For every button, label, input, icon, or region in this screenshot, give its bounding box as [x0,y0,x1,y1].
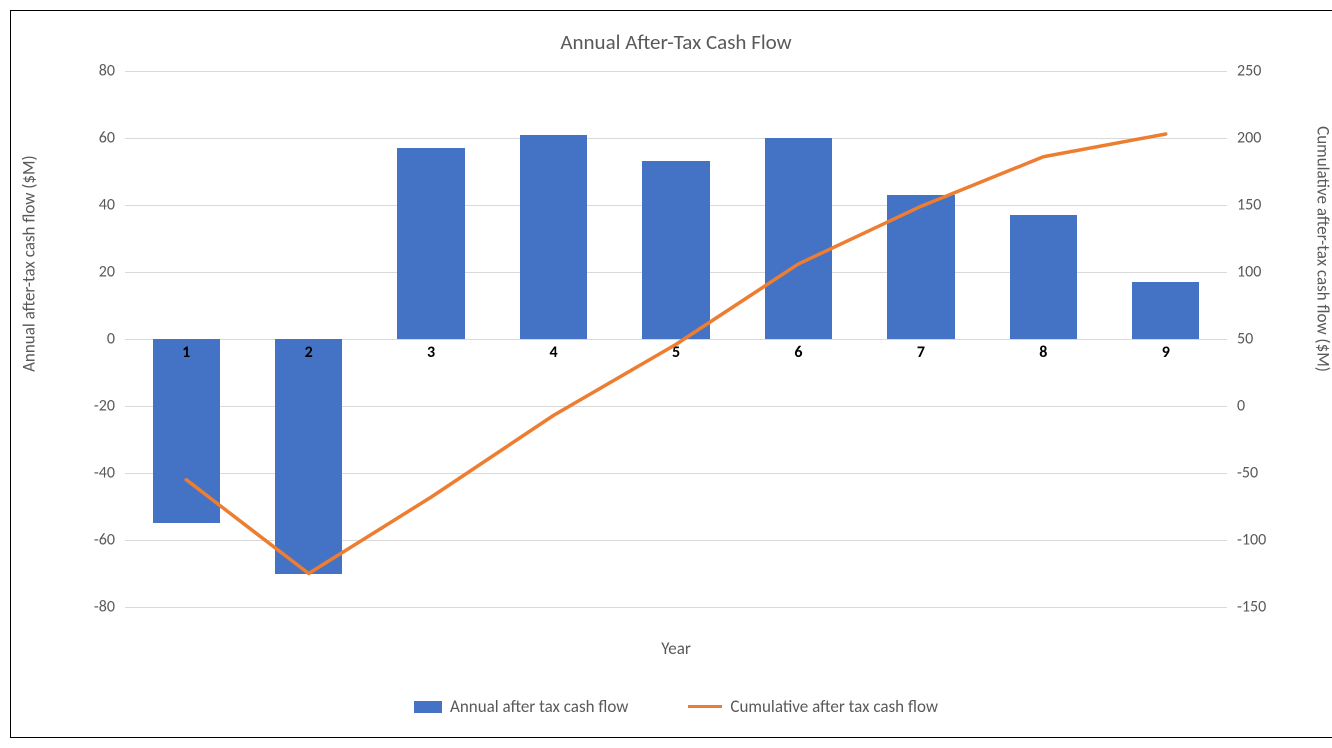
y-right-tick-label: 100 [1227,263,1261,282]
legend-item-line: Cumulative after tax cash flow [688,696,938,717]
y-axis-right-label: Cumulative after-tax cash flow ($M) [1313,126,1332,372]
y-right-tick-label: 250 [1227,62,1261,81]
line-series [125,71,1227,607]
y-left-tick-label: -40 [94,464,125,483]
legend-line-label: Cumulative after tax cash flow [730,696,938,717]
y-left-tick-label: 40 [99,196,125,215]
chart-title: Annual After-Tax Cash Flow [11,29,1332,55]
y-axis-left-label: Annual after-tax cash flow ($M) [19,155,40,372]
legend-bar-label: Annual after tax cash flow [450,696,628,717]
plot-area: -80-60-40-20020406080-150-100-5005010015… [125,71,1227,607]
y-left-tick-label: -80 [94,598,125,617]
y-left-tick-label: -20 [94,397,125,416]
y-left-tick-label: 20 [99,263,125,282]
y-right-tick-label: 200 [1227,129,1261,148]
chart-frame: Annual After-Tax Cash Flow Annual after-… [10,10,1332,738]
y-right-tick-label: 150 [1227,196,1261,215]
legend-swatch-bar-icon [414,701,442,713]
y-left-tick-label: 0 [107,330,125,349]
y-right-tick-label: -150 [1227,598,1266,617]
legend-item-bars: Annual after tax cash flow [414,696,628,717]
x-axis-label: Year [11,638,1332,659]
y-left-tick-label: 80 [99,62,125,81]
gridline [125,607,1227,608]
y-right-tick-label: -50 [1227,464,1258,483]
y-right-tick-label: 50 [1227,330,1253,349]
y-right-tick-label: 0 [1227,397,1245,416]
y-right-tick-label: -100 [1227,531,1266,550]
legend: Annual after tax cash flow Cumulative af… [11,696,1332,717]
y-left-tick-label: -60 [94,531,125,550]
legend-swatch-line-icon [688,705,722,708]
y-left-tick-label: 60 [99,129,125,148]
